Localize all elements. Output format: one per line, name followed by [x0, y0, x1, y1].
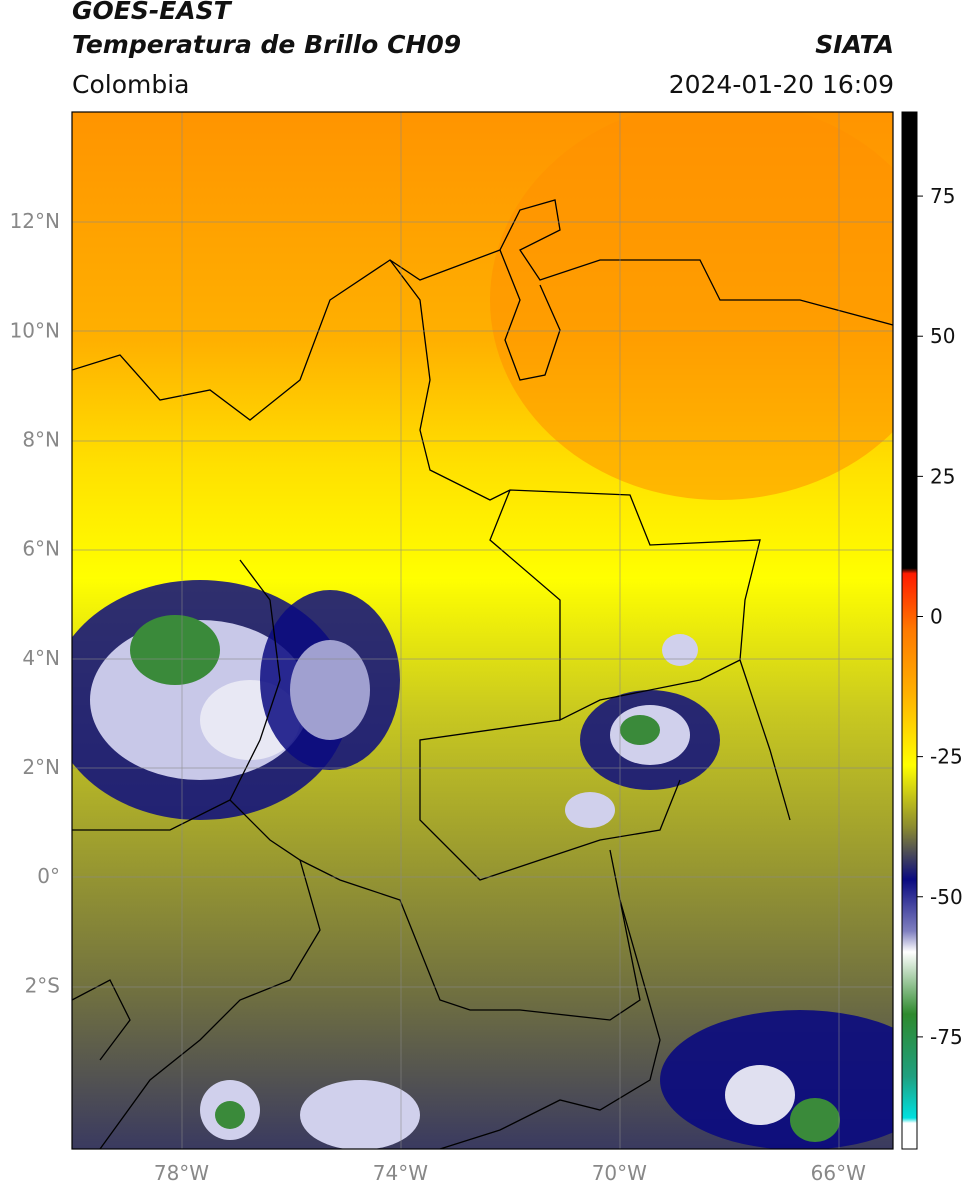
datetime-label: 2024-01-20 16:09 [668, 70, 894, 99]
colorbar-tick-label: 50 [930, 324, 955, 348]
lat-tick-label: 8°N [22, 427, 60, 451]
graticule [72, 112, 893, 1149]
lon-tick-labels: 78°W 74°W 70°W 66°W [154, 1161, 866, 1185]
colorbar [901, 111, 918, 1150]
colorbar-tick-label: -50 [930, 885, 963, 909]
lat-tick-label: 10°N [10, 318, 60, 342]
lat-tick-label: 2°S [25, 973, 60, 997]
lon-tick-label: 70°W [592, 1161, 647, 1185]
lon-tick-label: 74°W [373, 1161, 428, 1185]
lat-tick-label: 4°N [22, 646, 60, 670]
region-label: Colombia [72, 70, 190, 99]
borders [72, 199, 893, 1149]
colorbar-ticks: 75 50 25 0 -25 -50 -75 [917, 184, 963, 1049]
lon-tick-label: 78°W [154, 1161, 209, 1185]
colorbar-tick-label: -25 [930, 745, 963, 769]
source-label: SIATA [815, 30, 894, 59]
lat-tick-label: 0° [37, 864, 60, 888]
colorbar-tick-label: 75 [930, 184, 955, 208]
cloud-cluster-west [72, 580, 400, 820]
colorbar-tick-label: 25 [930, 464, 955, 488]
lat-tick-labels: 12°N 10°N 8°N 6°N 4°N 2°N 0° 2°S [10, 209, 60, 997]
lat-tick-label: 6°N [22, 537, 60, 561]
product-title: Temperatura de Brillo CH09 [72, 30, 462, 59]
map-frame [71, 111, 894, 1150]
lon-tick-label: 66°W [811, 1161, 866, 1185]
lat-tick-label: 2°N [22, 755, 60, 779]
colorbar-tick-label: -75 [930, 1025, 963, 1049]
cloud-cluster-south [200, 1010, 893, 1149]
satellite-title: GOES-EAST [72, 0, 231, 25]
cloud-cluster-east [565, 634, 720, 828]
colorbar-tick-label: 0 [930, 604, 943, 628]
lat-tick-label: 12°N [10, 209, 60, 233]
